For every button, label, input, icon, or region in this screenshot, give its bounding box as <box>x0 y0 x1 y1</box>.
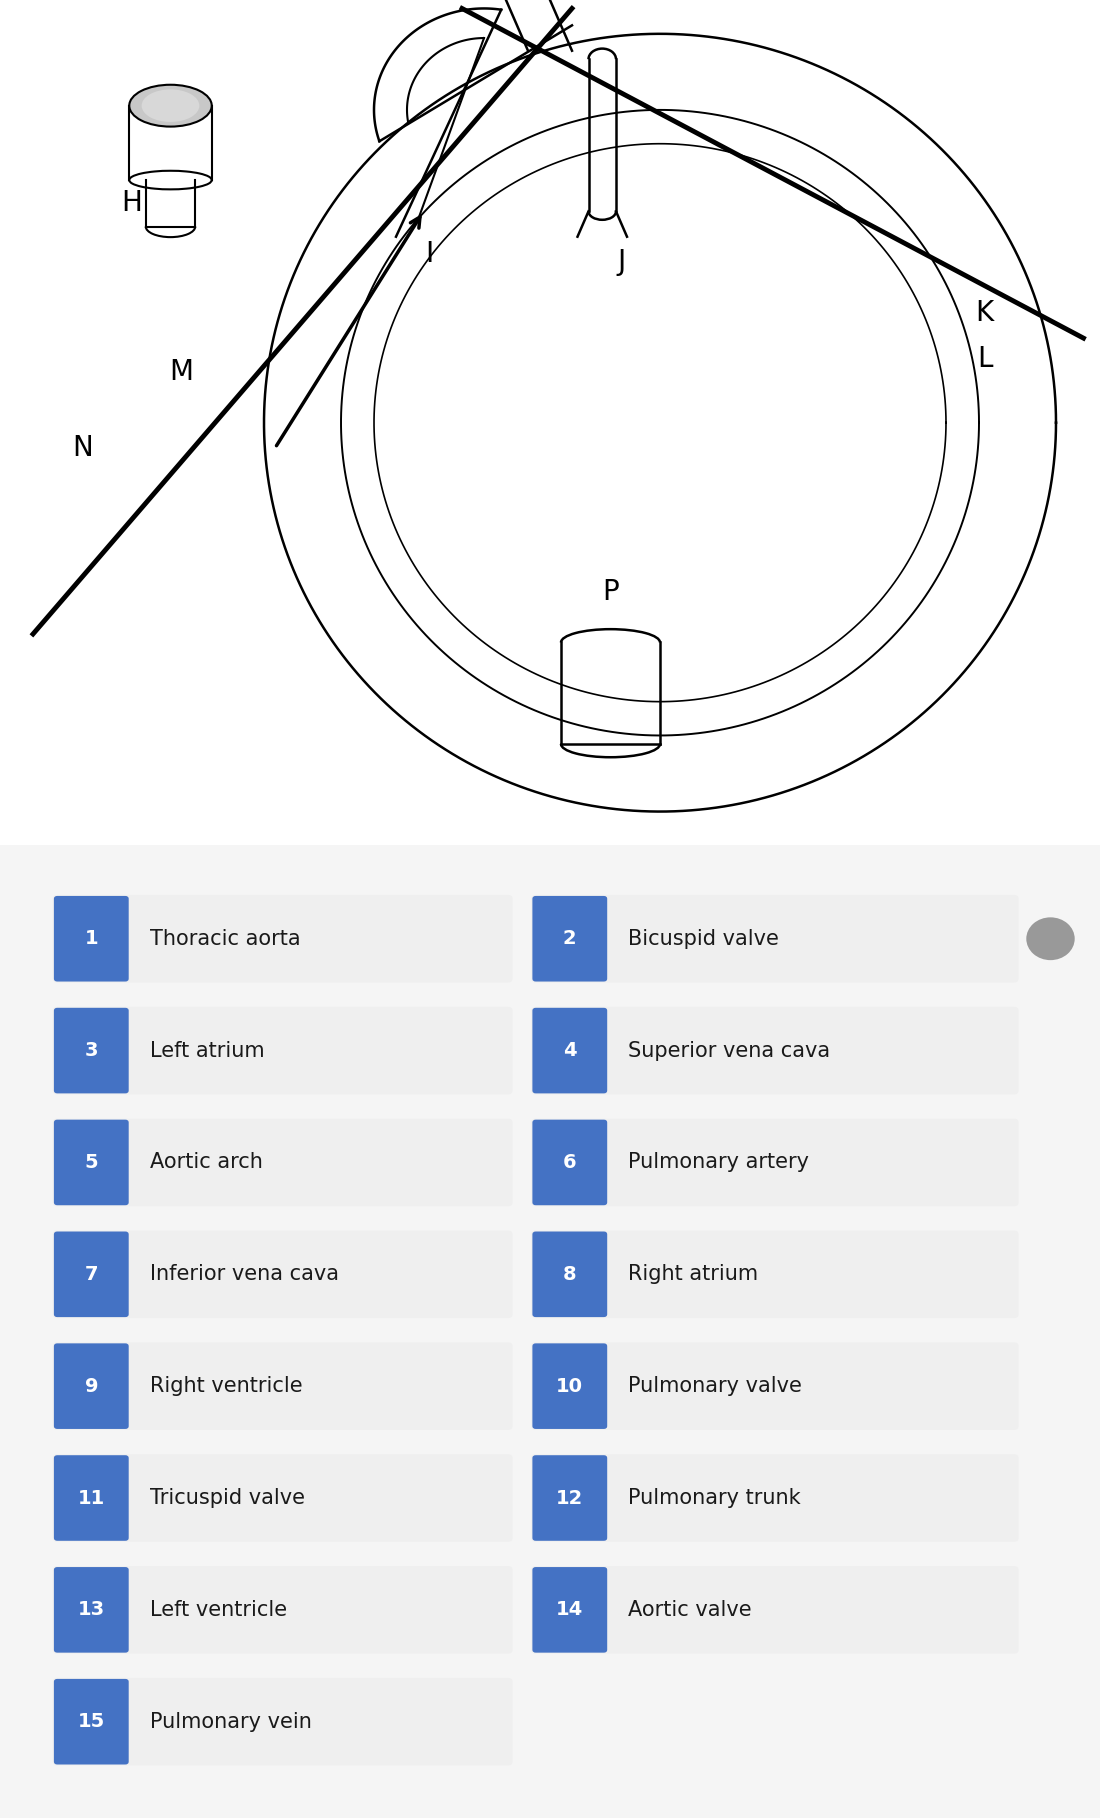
Text: Left ventricle: Left ventricle <box>150 1600 287 1620</box>
FancyBboxPatch shape <box>53 1678 513 1765</box>
Ellipse shape <box>142 89 199 122</box>
Text: Inferior vena cava: Inferior vena cava <box>150 1264 339 1284</box>
FancyBboxPatch shape <box>531 1007 1019 1094</box>
FancyBboxPatch shape <box>54 1344 129 1429</box>
FancyBboxPatch shape <box>531 1231 1019 1318</box>
FancyBboxPatch shape <box>531 894 1019 982</box>
FancyBboxPatch shape <box>54 1007 129 1093</box>
Text: 2: 2 <box>563 929 576 949</box>
Text: N: N <box>73 435 92 462</box>
FancyBboxPatch shape <box>532 1120 607 1205</box>
Text: 12: 12 <box>557 1489 583 1507</box>
FancyBboxPatch shape <box>53 1342 513 1431</box>
Text: Right atrium: Right atrium <box>628 1264 758 1284</box>
Text: Thoracic aorta: Thoracic aorta <box>150 929 300 949</box>
FancyBboxPatch shape <box>53 894 513 982</box>
FancyBboxPatch shape <box>531 1118 1019 1205</box>
FancyBboxPatch shape <box>53 1007 513 1094</box>
Text: Pulmonary valve: Pulmonary valve <box>628 1376 802 1396</box>
Text: Right ventricle: Right ventricle <box>150 1376 302 1396</box>
FancyBboxPatch shape <box>54 1567 129 1653</box>
FancyBboxPatch shape <box>531 1454 1019 1542</box>
Text: 8: 8 <box>563 1265 576 1284</box>
Text: Left atrium: Left atrium <box>150 1040 264 1060</box>
Text: Tricuspid valve: Tricuspid valve <box>150 1487 305 1507</box>
Text: J: J <box>617 247 626 276</box>
Text: 14: 14 <box>557 1600 583 1620</box>
Circle shape <box>1026 918 1075 960</box>
Text: 1: 1 <box>85 929 98 949</box>
FancyBboxPatch shape <box>532 1231 607 1316</box>
Text: Pulmonary trunk: Pulmonary trunk <box>628 1487 801 1507</box>
Text: P: P <box>602 578 619 605</box>
Text: 13: 13 <box>78 1600 104 1620</box>
Text: M: M <box>169 358 194 385</box>
FancyBboxPatch shape <box>54 1120 129 1205</box>
FancyBboxPatch shape <box>54 896 129 982</box>
Text: 3: 3 <box>85 1042 98 1060</box>
FancyBboxPatch shape <box>532 1567 607 1653</box>
FancyBboxPatch shape <box>531 1565 1019 1654</box>
FancyBboxPatch shape <box>54 1678 129 1765</box>
Text: 15: 15 <box>78 1713 104 1731</box>
Ellipse shape <box>130 85 211 127</box>
Text: Aortic arch: Aortic arch <box>150 1153 263 1173</box>
Text: 7: 7 <box>85 1265 98 1284</box>
Text: 11: 11 <box>78 1489 104 1507</box>
FancyBboxPatch shape <box>54 1454 129 1542</box>
FancyBboxPatch shape <box>532 1454 607 1542</box>
Text: L: L <box>977 345 992 373</box>
Text: H: H <box>122 189 142 216</box>
Text: Superior vena cava: Superior vena cava <box>628 1040 830 1060</box>
Text: 4: 4 <box>563 1042 576 1060</box>
Text: 9: 9 <box>85 1376 98 1396</box>
Text: Pulmonary artery: Pulmonary artery <box>628 1153 810 1173</box>
Text: 10: 10 <box>557 1376 583 1396</box>
FancyBboxPatch shape <box>532 1007 607 1093</box>
FancyBboxPatch shape <box>53 1565 513 1654</box>
FancyBboxPatch shape <box>53 1118 513 1205</box>
FancyBboxPatch shape <box>54 1231 129 1316</box>
Text: 6: 6 <box>563 1153 576 1173</box>
Text: Pulmonary vein: Pulmonary vein <box>150 1713 311 1733</box>
Text: Aortic valve: Aortic valve <box>628 1600 751 1620</box>
Text: K: K <box>976 298 993 327</box>
FancyBboxPatch shape <box>53 1231 513 1318</box>
Text: Bicuspid valve: Bicuspid valve <box>628 929 779 949</box>
Text: I: I <box>425 240 433 267</box>
FancyBboxPatch shape <box>53 1454 513 1542</box>
FancyBboxPatch shape <box>532 1344 607 1429</box>
Text: 5: 5 <box>85 1153 98 1173</box>
FancyBboxPatch shape <box>531 1342 1019 1431</box>
FancyBboxPatch shape <box>532 896 607 982</box>
